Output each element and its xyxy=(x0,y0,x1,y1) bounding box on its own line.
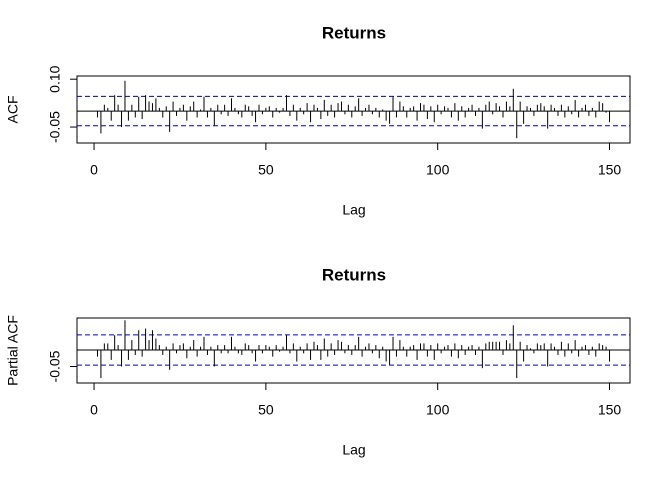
x-tick-label: 100 xyxy=(426,162,450,178)
x-tick-label: 0 xyxy=(90,402,98,418)
y-axis-label: ACF xyxy=(5,96,21,124)
x-tick-label: 50 xyxy=(258,402,274,418)
plot-frame xyxy=(76,75,631,144)
x-tick-label: 150 xyxy=(598,402,622,418)
x-axis-label: Lag xyxy=(342,442,365,458)
y-tick-label: 0.10 xyxy=(47,65,63,92)
x-axis-label: Lag xyxy=(342,202,365,218)
x-tick-label: 50 xyxy=(258,162,274,178)
x-tick-label: 150 xyxy=(598,162,622,178)
x-tick-label: 100 xyxy=(426,402,450,418)
chart-title: Returns xyxy=(322,23,386,42)
y-tick-label: -0.05 xyxy=(47,111,63,143)
y-axis-label: Partial ACF xyxy=(5,315,21,386)
chart-title: Returns xyxy=(322,265,386,284)
y-tick-label: -0.05 xyxy=(47,350,63,382)
x-tick-label: 0 xyxy=(90,162,98,178)
